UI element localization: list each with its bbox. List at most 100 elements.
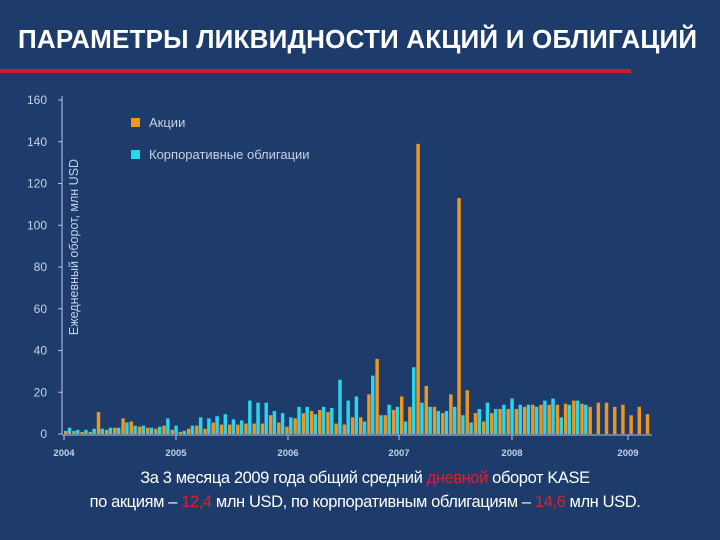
y-tick-label: 80 bbox=[34, 260, 48, 274]
bar-bonds bbox=[198, 417, 203, 434]
bar-stocks bbox=[342, 424, 347, 434]
bar-bonds bbox=[166, 418, 170, 434]
bar-bonds bbox=[526, 404, 531, 434]
bar-bonds bbox=[248, 400, 252, 434]
y-tick-label: 120 bbox=[27, 177, 47, 191]
caption-text: по акциям – bbox=[89, 493, 182, 511]
bar-bonds bbox=[321, 406, 326, 434]
bar-bonds bbox=[477, 408, 481, 434]
bar-bonds bbox=[461, 415, 465, 434]
bar-stocks bbox=[178, 431, 183, 434]
bar-bonds bbox=[182, 430, 186, 434]
caption-text: млн USD, по корпоративным облигациям – bbox=[211, 493, 535, 511]
bar-stocks bbox=[121, 418, 125, 434]
bar-stocks bbox=[186, 428, 191, 434]
bar-stocks bbox=[80, 431, 84, 434]
bar-bonds bbox=[403, 421, 408, 434]
bar-stocks bbox=[334, 423, 338, 434]
bar-stocks bbox=[465, 390, 469, 434]
bar-stocks bbox=[383, 415, 388, 434]
caption-line-1: За 3 месяца 2009 года общий средний днев… bbox=[20, 466, 710, 490]
bar-bonds bbox=[84, 429, 88, 434]
x-tick-label: 2005 bbox=[165, 448, 187, 459]
bar-bonds bbox=[502, 404, 506, 434]
bar-stocks bbox=[268, 415, 273, 434]
bar-bonds bbox=[436, 411, 441, 434]
bar-bonds bbox=[157, 426, 162, 434]
caption-text: оборот KASE bbox=[488, 469, 590, 487]
bar-stocks bbox=[285, 426, 289, 434]
bar-bonds bbox=[551, 398, 555, 434]
bar-bonds bbox=[149, 427, 154, 434]
bar-bonds bbox=[264, 402, 268, 434]
chart-legend: Акции Корпоративные облигации bbox=[131, 115, 310, 162]
bar-bonds bbox=[272, 411, 277, 434]
bar-stocks bbox=[481, 421, 486, 434]
bar-stocks bbox=[424, 385, 428, 434]
bar-bonds bbox=[231, 419, 236, 434]
bar-stocks bbox=[514, 408, 519, 434]
bar-stocks bbox=[498, 408, 502, 434]
bar-stocks bbox=[64, 430, 68, 434]
bar-stocks bbox=[457, 198, 461, 434]
bar-stocks bbox=[219, 424, 224, 434]
x-tick-label: 2004 bbox=[53, 448, 75, 459]
y-axis-title: Ежедневный оборот, млн USD bbox=[67, 159, 81, 335]
bar-bonds bbox=[534, 406, 539, 434]
bar-bonds bbox=[379, 415, 383, 434]
bar-bonds bbox=[444, 411, 449, 434]
y-tick-label: 60 bbox=[34, 302, 48, 316]
bar-stocks bbox=[350, 417, 355, 434]
bar-stocks bbox=[318, 409, 322, 434]
bar-bonds bbox=[518, 404, 522, 434]
y-tick-label: 0 bbox=[40, 427, 47, 441]
bar-stocks bbox=[162, 425, 166, 434]
bar-bonds bbox=[141, 425, 146, 434]
bar-bonds bbox=[67, 427, 72, 434]
bar-stocks bbox=[293, 418, 297, 434]
caption-line-2: по акциям – 12,4 млн USD, по корпоративн… bbox=[20, 490, 710, 514]
bar-bonds bbox=[584, 404, 588, 434]
bar-stocks bbox=[539, 404, 543, 434]
bar-stocks bbox=[629, 415, 633, 434]
bar-stocks bbox=[572, 400, 576, 434]
bar-stocks bbox=[203, 428, 207, 434]
bar-stocks bbox=[580, 403, 584, 434]
y-tick-label: 20 bbox=[34, 385, 48, 399]
slide-title: ПАРАМЕТРЫ ЛИКВИДНОСТИ АКЦИЙ И ОБЛИГАЦИЙ bbox=[18, 24, 698, 54]
bar-stocks bbox=[129, 421, 133, 434]
bar-stocks bbox=[227, 424, 232, 434]
bar-stocks bbox=[375, 358, 379, 434]
bar-bonds bbox=[133, 425, 137, 434]
bar-bonds bbox=[207, 418, 211, 434]
bar-bonds bbox=[125, 422, 129, 434]
bar-stocks bbox=[113, 427, 117, 434]
chart-bars bbox=[64, 143, 650, 435]
bar-bonds bbox=[76, 429, 80, 434]
bar-bonds bbox=[452, 406, 457, 434]
bar-stocks bbox=[473, 413, 478, 435]
bar-bonds bbox=[412, 367, 416, 434]
bar-stocks bbox=[252, 423, 256, 434]
bar-bonds bbox=[215, 416, 219, 434]
bar-stocks bbox=[260, 423, 265, 434]
bar-stocks bbox=[145, 427, 150, 434]
bar-bonds bbox=[297, 406, 301, 434]
caption-text: За 3 месяца 2009 года общий средний bbox=[140, 469, 427, 487]
bar-bonds bbox=[92, 428, 96, 434]
bar-stocks bbox=[104, 429, 109, 434]
bar-stocks bbox=[301, 413, 306, 435]
bar-bonds bbox=[395, 406, 400, 434]
bar-stocks bbox=[170, 429, 174, 434]
caption-text: млн USD. bbox=[565, 493, 641, 511]
y-axis: 0 20 40 60 80 100 120 140 160 Ежедневный оборот, … bbox=[27, 93, 81, 441]
bar-stocks bbox=[154, 428, 158, 434]
bar-stocks bbox=[195, 425, 199, 434]
bar-stocks bbox=[506, 408, 510, 434]
x-tick-label: 2007 bbox=[388, 448, 409, 459]
bar-bonds bbox=[256, 402, 260, 434]
legend-label-bonds: Корпоративные облигации bbox=[149, 147, 310, 162]
bar-bonds bbox=[174, 425, 178, 434]
bar-stocks bbox=[637, 406, 642, 434]
